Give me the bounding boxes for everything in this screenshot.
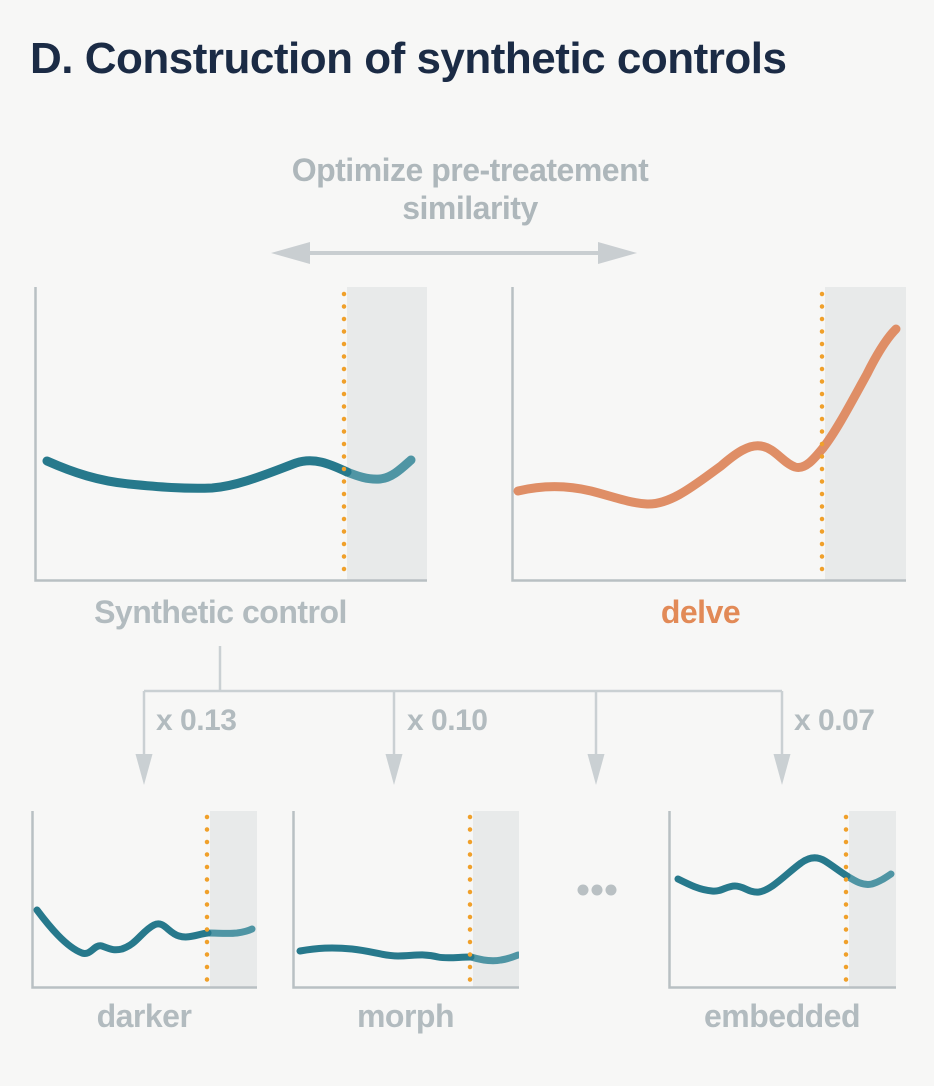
- ellipsis-dot: [605, 884, 617, 896]
- synthetic-control-chart: [34, 287, 427, 582]
- embedded-line: [674, 854, 851, 896]
- embedded-chart: [668, 811, 896, 989]
- post-treatment-shade: [210, 811, 257, 987]
- chart-axes: [34, 287, 427, 582]
- synthetic-control-line: [42, 456, 352, 493]
- delve-line-post: [818, 324, 901, 453]
- branch-arrow-1-icon: [135, 754, 153, 785]
- chart-axes: [31, 811, 257, 989]
- branch-arrow-2-icon: [385, 754, 403, 785]
- ellipsis-icon: [577, 884, 617, 896]
- delve-chart: [511, 287, 906, 582]
- darker-line: [33, 906, 212, 957]
- chart-axes: [511, 287, 906, 582]
- branch-arrow-3-icon: [587, 754, 605, 785]
- panel-title: D. Construction of synthetic controls: [30, 34, 787, 83]
- synthetic-control-line-post: [342, 455, 416, 484]
- ellipsis-dot: [591, 884, 603, 896]
- synthetic-control-label: Synthetic control: [94, 594, 347, 630]
- darker-line-post: [204, 925, 256, 937]
- branch-arrow-4-icon: [773, 754, 791, 785]
- morph-line: [296, 944, 475, 962]
- darker-label: darker: [96, 998, 192, 1034]
- post-treatment-shade: [347, 287, 427, 580]
- double-arrow-left-head: [271, 242, 310, 264]
- delve-line: [513, 441, 828, 509]
- annotation-line-2: similarity: [402, 190, 538, 226]
- embedded-label: embedded: [703, 998, 861, 1034]
- ellipsis-dot: [577, 884, 589, 896]
- delve-label: delve: [660, 594, 741, 630]
- weight-branch-connectors: [135, 646, 791, 785]
- double-arrow-icon: [271, 242, 637, 264]
- chart-axes: [668, 811, 896, 989]
- optimize-annotation: Optimize pre-treatement similarity: [200, 151, 740, 227]
- weight-label-embedded: x 0.07: [794, 704, 875, 737]
- post-treatment-shade: [849, 811, 896, 987]
- embedded-line-post: [843, 870, 895, 888]
- morph-chart: [292, 811, 519, 989]
- weight-label-morph: x 0.10: [407, 704, 488, 737]
- darker-chart: [31, 811, 257, 989]
- weight-label-darker: x 0.13: [156, 704, 237, 737]
- double-arrow-right-head: [598, 242, 637, 264]
- annotation-line-1: Optimize pre-treatement: [291, 152, 649, 188]
- chart-axes: [292, 811, 519, 989]
- morph-line-post: [467, 951, 519, 965]
- morph-label: morph: [356, 998, 455, 1034]
